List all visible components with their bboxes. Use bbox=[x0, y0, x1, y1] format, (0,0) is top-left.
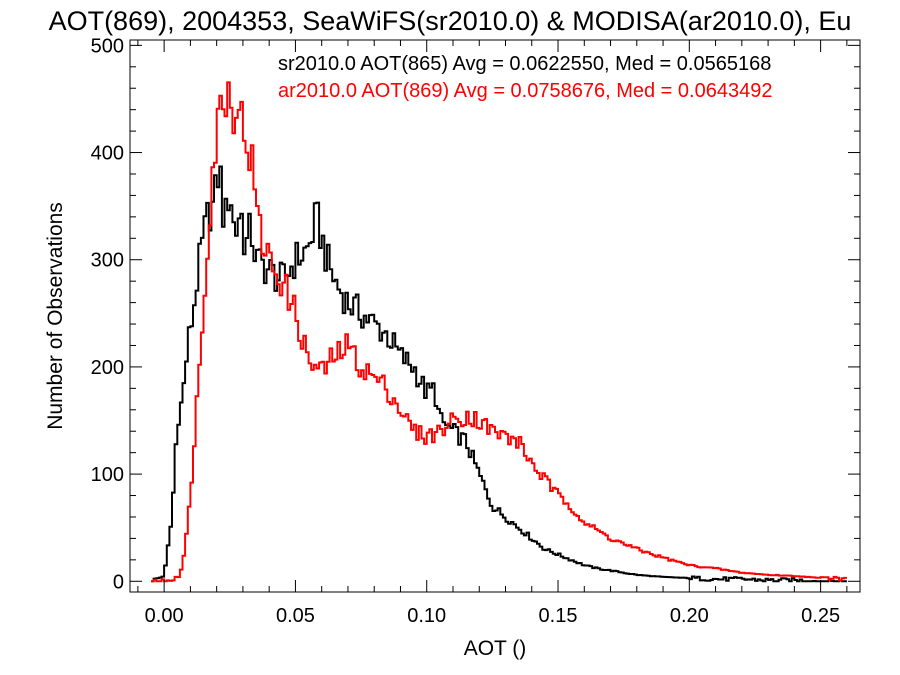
x-tick-label: 0.15 bbox=[539, 605, 578, 627]
y-axis-label: Number of Observations bbox=[44, 202, 67, 430]
y-tick-label: 400 bbox=[91, 143, 124, 165]
legend: sr2010.0 AOT(865) Avg = 0.0622550, Med =… bbox=[278, 53, 772, 102]
y-tick-label: 0 bbox=[113, 571, 124, 593]
axes: 0.00 0.05 0.10 0.15 0.20 0.25 0 100 200 300 400 500 bbox=[91, 35, 860, 627]
y-tick-label: 300 bbox=[91, 250, 124, 272]
x-tick-label: 0.20 bbox=[670, 605, 709, 627]
plot-frame bbox=[129, 39, 861, 593]
y-tick-label: 500 bbox=[91, 35, 124, 57]
series-line-1 bbox=[151, 81, 847, 583]
series-line-0 bbox=[151, 165, 847, 583]
x-tick-label: 0.05 bbox=[276, 605, 315, 627]
legend-entry-sr2010: sr2010.0 AOT(865) Avg = 0.0622550, Med =… bbox=[278, 53, 771, 75]
x-tick-label: 0.10 bbox=[407, 605, 446, 627]
chart-title: AOT(869), 2004353, SeaWiFS(sr2010.0) & M… bbox=[49, 6, 852, 36]
x-tick-label: 0.25 bbox=[801, 605, 840, 627]
x-axis-label: AOT () bbox=[464, 637, 527, 660]
y-tick-label: 200 bbox=[91, 357, 124, 379]
y-tick-label: 100 bbox=[91, 464, 124, 486]
x-tick-label: 0.00 bbox=[145, 605, 184, 627]
series-lines bbox=[151, 81, 847, 583]
legend-entry-ar2010: ar2010.0 AOT(869) Avg = 0.0758676, Med =… bbox=[278, 80, 772, 102]
